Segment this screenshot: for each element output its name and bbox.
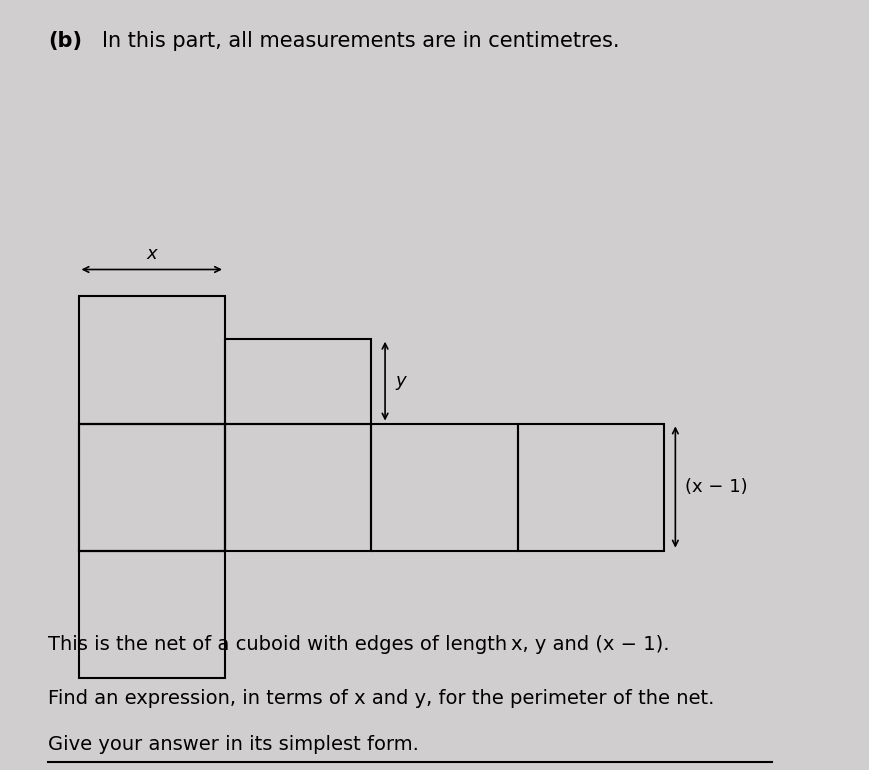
Bar [78,424,225,551]
Bar [225,339,371,424]
Text: Give your answer in its simplest form.: Give your answer in its simplest form. [48,735,418,755]
Text: y: y [395,372,405,390]
Text: x: x [146,246,157,263]
Text: This is the net of a cuboid with edges of length x, y and (x − 1).: This is the net of a cuboid with edges o… [48,635,668,654]
Bar [78,296,225,424]
Bar [517,424,663,551]
Text: Find an expression, in terms of x and y, for the perimeter of the net.: Find an expression, in terms of x and y,… [48,689,713,708]
Text: (b): (b) [48,31,82,51]
Bar [78,424,225,551]
Bar [371,424,517,551]
Bar [225,424,371,551]
Text: (x − 1): (x − 1) [685,478,747,496]
Text: In this part, all measurements are in centimetres.: In this part, all measurements are in ce… [102,31,619,51]
Bar [78,551,225,678]
